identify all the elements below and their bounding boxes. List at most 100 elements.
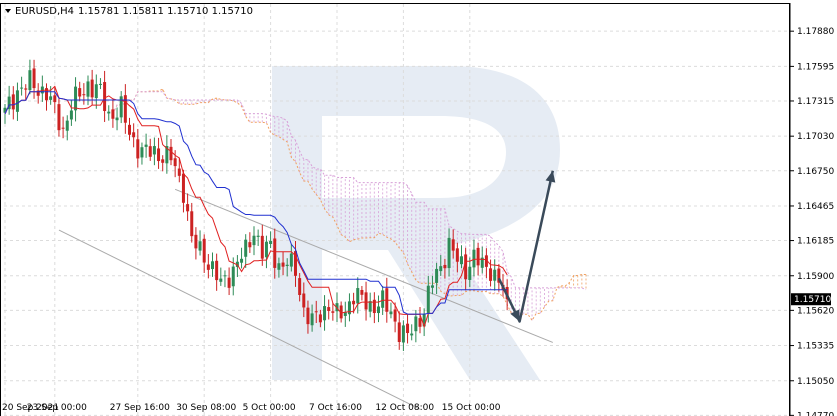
candle-body	[144, 144, 148, 147]
candle-body	[406, 323, 410, 334]
last-price-tag: 1.15710	[791, 293, 831, 306]
candle-body	[3, 107, 7, 113]
candle-body	[206, 264, 210, 270]
candle-body	[294, 251, 297, 276]
candle-body	[460, 256, 463, 265]
candle-body	[211, 261, 214, 270]
candle-body	[32, 68, 36, 89]
candle-body	[128, 124, 131, 135]
candle-body	[161, 159, 165, 163]
candle-body	[401, 325, 405, 343]
candle-body	[15, 90, 19, 112]
candle-body	[20, 87, 24, 89]
y-tick-label: 1.17030	[797, 132, 834, 142]
candle-body	[240, 258, 244, 263]
arrow-head-up	[545, 170, 556, 183]
candle-body	[119, 96, 123, 118]
candle-body	[169, 146, 173, 161]
y-tick-label: 1.15335	[797, 342, 834, 352]
x-tick-label: 15 Oct 00:00	[442, 403, 501, 413]
candle-body	[90, 79, 94, 98]
candle-body	[194, 234, 198, 249]
candle-body	[464, 254, 468, 280]
candle-body	[244, 239, 248, 257]
candle-body	[356, 288, 360, 304]
candle-body	[264, 241, 268, 258]
symbol-label: EURUSD,H4	[15, 6, 74, 17]
candle-body	[339, 305, 343, 319]
candle-body	[57, 104, 61, 131]
forecast-arrows	[497, 170, 556, 323]
candle-body	[418, 318, 422, 327]
candle-body	[140, 147, 144, 158]
candle-body	[74, 86, 78, 111]
candle-body	[372, 299, 376, 314]
y-tick-label: 1.15900	[797, 272, 834, 282]
candle-body	[136, 139, 140, 159]
candle-body	[331, 311, 335, 313]
channel-lower-line	[58, 229, 421, 410]
chart-header: EURUSD,H4 1.15781 1.15811 1.15710 1.1571…	[5, 6, 253, 17]
candle-body	[61, 127, 65, 129]
candle-body	[347, 301, 351, 315]
candle-body	[389, 311, 393, 315]
candle-body	[86, 81, 90, 97]
tenkan-sen-line	[4, 85, 508, 329]
candle-body	[198, 241, 202, 251]
x-tick-label: 23 Sep 00:00	[27, 403, 87, 413]
x-tick-label: 5 Oct 00:00	[243, 403, 296, 413]
candle-body	[364, 292, 368, 310]
candle-body	[306, 307, 310, 325]
candle-body	[489, 268, 493, 281]
candle-body	[260, 235, 264, 259]
candle-body	[256, 235, 260, 237]
candle-body	[215, 260, 219, 281]
candle-body	[82, 94, 86, 96]
candle-body	[281, 262, 285, 267]
candle-body	[132, 132, 136, 138]
candle-body	[426, 285, 430, 313]
candle-body	[45, 88, 48, 101]
candle-body	[335, 303, 339, 312]
candle-body	[393, 309, 397, 322]
candle-body	[302, 293, 306, 308]
chevron-down-icon[interactable]	[5, 9, 11, 13]
candle-body	[177, 168, 181, 176]
y-tick-label: 1.14770	[797, 411, 834, 416]
candle-body	[298, 278, 302, 295]
price-channel	[58, 188, 553, 410]
candle-body	[107, 111, 111, 114]
candle-body	[157, 148, 161, 162]
candle-body	[410, 333, 414, 336]
candle-body	[277, 263, 281, 270]
candle-body	[152, 146, 156, 155]
candle-body	[36, 90, 40, 96]
candle-body	[443, 264, 447, 269]
candle-body	[98, 83, 102, 85]
candle-body	[94, 84, 98, 99]
candle-body	[190, 211, 194, 237]
candle-body	[165, 146, 169, 164]
gridlines	[4, 4, 790, 416]
candle-body	[49, 96, 53, 100]
candle-body	[381, 290, 385, 308]
ohlc-values: 1.15781 1.15811 1.15710 1.15710	[78, 6, 253, 17]
y-tick-label: 1.16750	[797, 167, 834, 177]
senkou-span-b	[112, 91, 587, 291]
candle-body	[343, 312, 347, 316]
y-tick-label: 1.17315	[797, 97, 834, 107]
candle-body	[435, 268, 439, 283]
candle-body	[368, 301, 372, 312]
candle-body	[472, 249, 476, 268]
candle-body	[447, 237, 451, 269]
candle-body	[397, 322, 401, 342]
candle-body	[69, 110, 73, 120]
candle-body	[227, 277, 231, 288]
y-tick-label: 1.16185	[797, 237, 834, 247]
candle-body	[480, 257, 484, 268]
candle-body	[314, 311, 318, 313]
candle-body	[285, 264, 289, 267]
x-tick-label: 30 Sep 08:00	[176, 403, 236, 413]
candle-body	[422, 313, 426, 327]
